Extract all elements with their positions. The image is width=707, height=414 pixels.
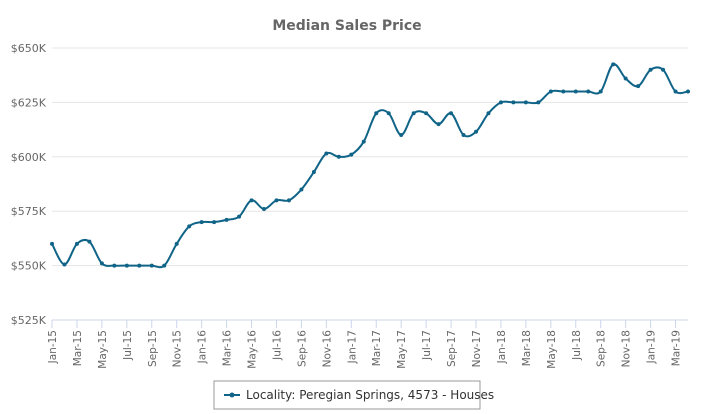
x-tick-label: Jul-16 xyxy=(271,330,283,361)
data-point[interactable] xyxy=(686,89,690,94)
data-point[interactable] xyxy=(361,139,366,144)
data-point[interactable] xyxy=(112,263,117,268)
x-tick-label: Mar-19 xyxy=(671,330,683,366)
data-point[interactable] xyxy=(424,111,429,116)
data-point[interactable] xyxy=(187,224,192,229)
gridlines xyxy=(52,47,688,321)
data-point[interactable] xyxy=(511,100,516,105)
data-point[interactable] xyxy=(449,111,454,116)
data-point[interactable] xyxy=(311,170,316,175)
x-tick-label: Jul-17 xyxy=(421,330,433,361)
data-point[interactable] xyxy=(486,111,491,116)
x-tick-label: May-17 xyxy=(396,330,408,369)
y-tick-label: $650K xyxy=(11,42,47,55)
data-point[interactable] xyxy=(349,152,354,157)
x-tick-label: Jan-17 xyxy=(346,330,358,364)
x-tick-label: Nov-15 xyxy=(172,330,184,367)
x-tick-label: Nov-17 xyxy=(471,330,483,367)
data-point[interactable] xyxy=(149,263,154,268)
data-point[interactable] xyxy=(87,239,92,244)
data-point[interactable] xyxy=(174,241,179,246)
data-point[interactable] xyxy=(598,89,603,94)
data-point[interactable] xyxy=(561,89,566,94)
data-point[interactable] xyxy=(262,207,266,212)
data-point[interactable] xyxy=(274,198,279,203)
x-tick-label: Mar-15 xyxy=(72,330,84,366)
x-tick-label: Mar-18 xyxy=(521,330,533,366)
data-point[interactable] xyxy=(137,263,142,268)
x-tick-label: May-16 xyxy=(247,330,259,369)
y-tick-label: $550K xyxy=(11,260,47,273)
legend-item-label[interactable]: Locality: Peregian Springs, 4573 - House… xyxy=(246,388,494,402)
data-point[interactable] xyxy=(586,89,591,94)
chart-title: Median Sales Price xyxy=(272,18,421,34)
y-tick-label: $600K xyxy=(11,151,47,164)
x-tick-label: May-15 xyxy=(97,330,109,369)
data-point[interactable] xyxy=(636,84,641,89)
data-point[interactable] xyxy=(548,89,553,94)
x-axis: Jan-15 Mar-15 May-15 Jul-15 Sep-15 Nov-15 Jan-… xyxy=(47,319,688,369)
data-point[interactable] xyxy=(99,261,104,266)
data-point[interactable] xyxy=(648,67,653,72)
data-point[interactable] xyxy=(661,67,666,72)
x-tick-label: Sep-18 xyxy=(596,330,608,367)
data-point[interactable] xyxy=(162,263,167,268)
data-point[interactable] xyxy=(399,133,404,138)
data-point[interactable] xyxy=(212,220,217,225)
y-tick-label: $525K xyxy=(11,314,47,327)
data-point[interactable] xyxy=(436,122,441,127)
x-tick-label: Jul-18 xyxy=(571,330,583,361)
y-axis: $525K $550K $575K $600K $625K $650K xyxy=(11,42,47,327)
x-tick-label: May-18 xyxy=(546,330,558,369)
data-point[interactable] xyxy=(224,217,229,222)
data-point[interactable] xyxy=(536,100,541,105)
y-tick-label: $625K xyxy=(11,96,47,109)
x-tick-label: Nov-18 xyxy=(621,330,633,367)
x-tick-label: Jan-15 xyxy=(47,330,59,364)
data-point[interactable] xyxy=(573,89,578,94)
data-point[interactable] xyxy=(623,76,628,81)
x-tick-label: Jul-15 xyxy=(122,330,134,361)
data-point[interactable] xyxy=(324,151,329,156)
x-tick-label: Sep-15 xyxy=(147,330,159,367)
x-tick-label: Sep-16 xyxy=(296,330,308,367)
x-tick-label: Jan-16 xyxy=(197,330,209,365)
x-tick-label: Jan-18 xyxy=(496,330,508,364)
data-point[interactable] xyxy=(386,111,391,116)
data-point[interactable] xyxy=(461,133,466,138)
x-tick-label: Nov-16 xyxy=(321,330,333,368)
x-tick-label: Sep-17 xyxy=(446,330,458,367)
data-point[interactable] xyxy=(474,129,478,134)
data-point[interactable] xyxy=(286,198,291,203)
legend[interactable]: Locality: Peregian Springs, 4573 - House… xyxy=(213,380,494,410)
y-tick-label: $575K xyxy=(11,205,47,218)
data-point[interactable] xyxy=(523,100,528,105)
data-point[interactable] xyxy=(249,198,254,203)
data-point[interactable] xyxy=(74,241,79,246)
data-point[interactable] xyxy=(411,111,416,116)
data-point[interactable] xyxy=(673,89,678,94)
series-line[interactable] xyxy=(51,63,689,269)
data-point[interactable] xyxy=(498,100,503,105)
data-point[interactable] xyxy=(50,241,54,246)
data-point[interactable] xyxy=(62,262,67,267)
data-point[interactable] xyxy=(299,187,304,192)
data-point[interactable] xyxy=(124,263,129,268)
x-tick-label: Jan-19 xyxy=(646,330,658,364)
data-point[interactable] xyxy=(237,214,242,219)
data-point[interactable] xyxy=(611,62,616,67)
x-tick-label: Mar-16 xyxy=(222,330,234,367)
series-layer xyxy=(50,62,690,269)
x-tick-label: Mar-17 xyxy=(371,330,383,366)
data-point[interactable] xyxy=(374,111,379,116)
legend-marker-icon xyxy=(229,392,235,398)
data-point[interactable] xyxy=(336,154,341,159)
data-point[interactable] xyxy=(199,220,204,225)
legend-box xyxy=(213,380,481,410)
